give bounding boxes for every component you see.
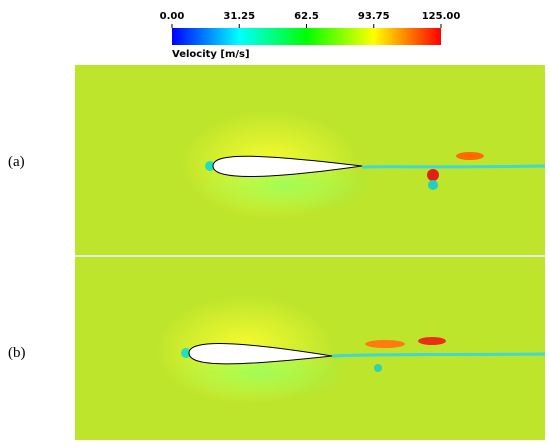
vortex bbox=[427, 169, 439, 181]
airfoil bbox=[212, 155, 363, 177]
colorbar bbox=[172, 28, 441, 45]
vortex bbox=[428, 180, 438, 190]
stagnation-point bbox=[205, 161, 215, 171]
colorbar-tick-label: 31.25 bbox=[223, 11, 255, 22]
airfoil bbox=[188, 343, 333, 365]
vortex bbox=[418, 337, 446, 345]
stagnation-point bbox=[181, 348, 191, 358]
colorbar-tick-label: 0.00 bbox=[160, 11, 185, 22]
panel-label: (a) bbox=[8, 154, 25, 170]
vortex bbox=[365, 340, 405, 348]
vortex bbox=[456, 152, 484, 160]
colorbar-tick-label: 62.5 bbox=[294, 11, 319, 22]
vortex bbox=[374, 364, 382, 372]
colorbar-title: Velocity [m/s] bbox=[172, 49, 250, 60]
wake bbox=[331, 352, 546, 358]
wake bbox=[361, 164, 546, 169]
colorbar-tick-label: 125.00 bbox=[422, 11, 461, 22]
panel-label: (b) bbox=[8, 345, 26, 361]
panel-a bbox=[75, 65, 546, 255]
panel-b bbox=[75, 257, 546, 440]
colorbar-tick-label: 93.75 bbox=[358, 11, 390, 22]
